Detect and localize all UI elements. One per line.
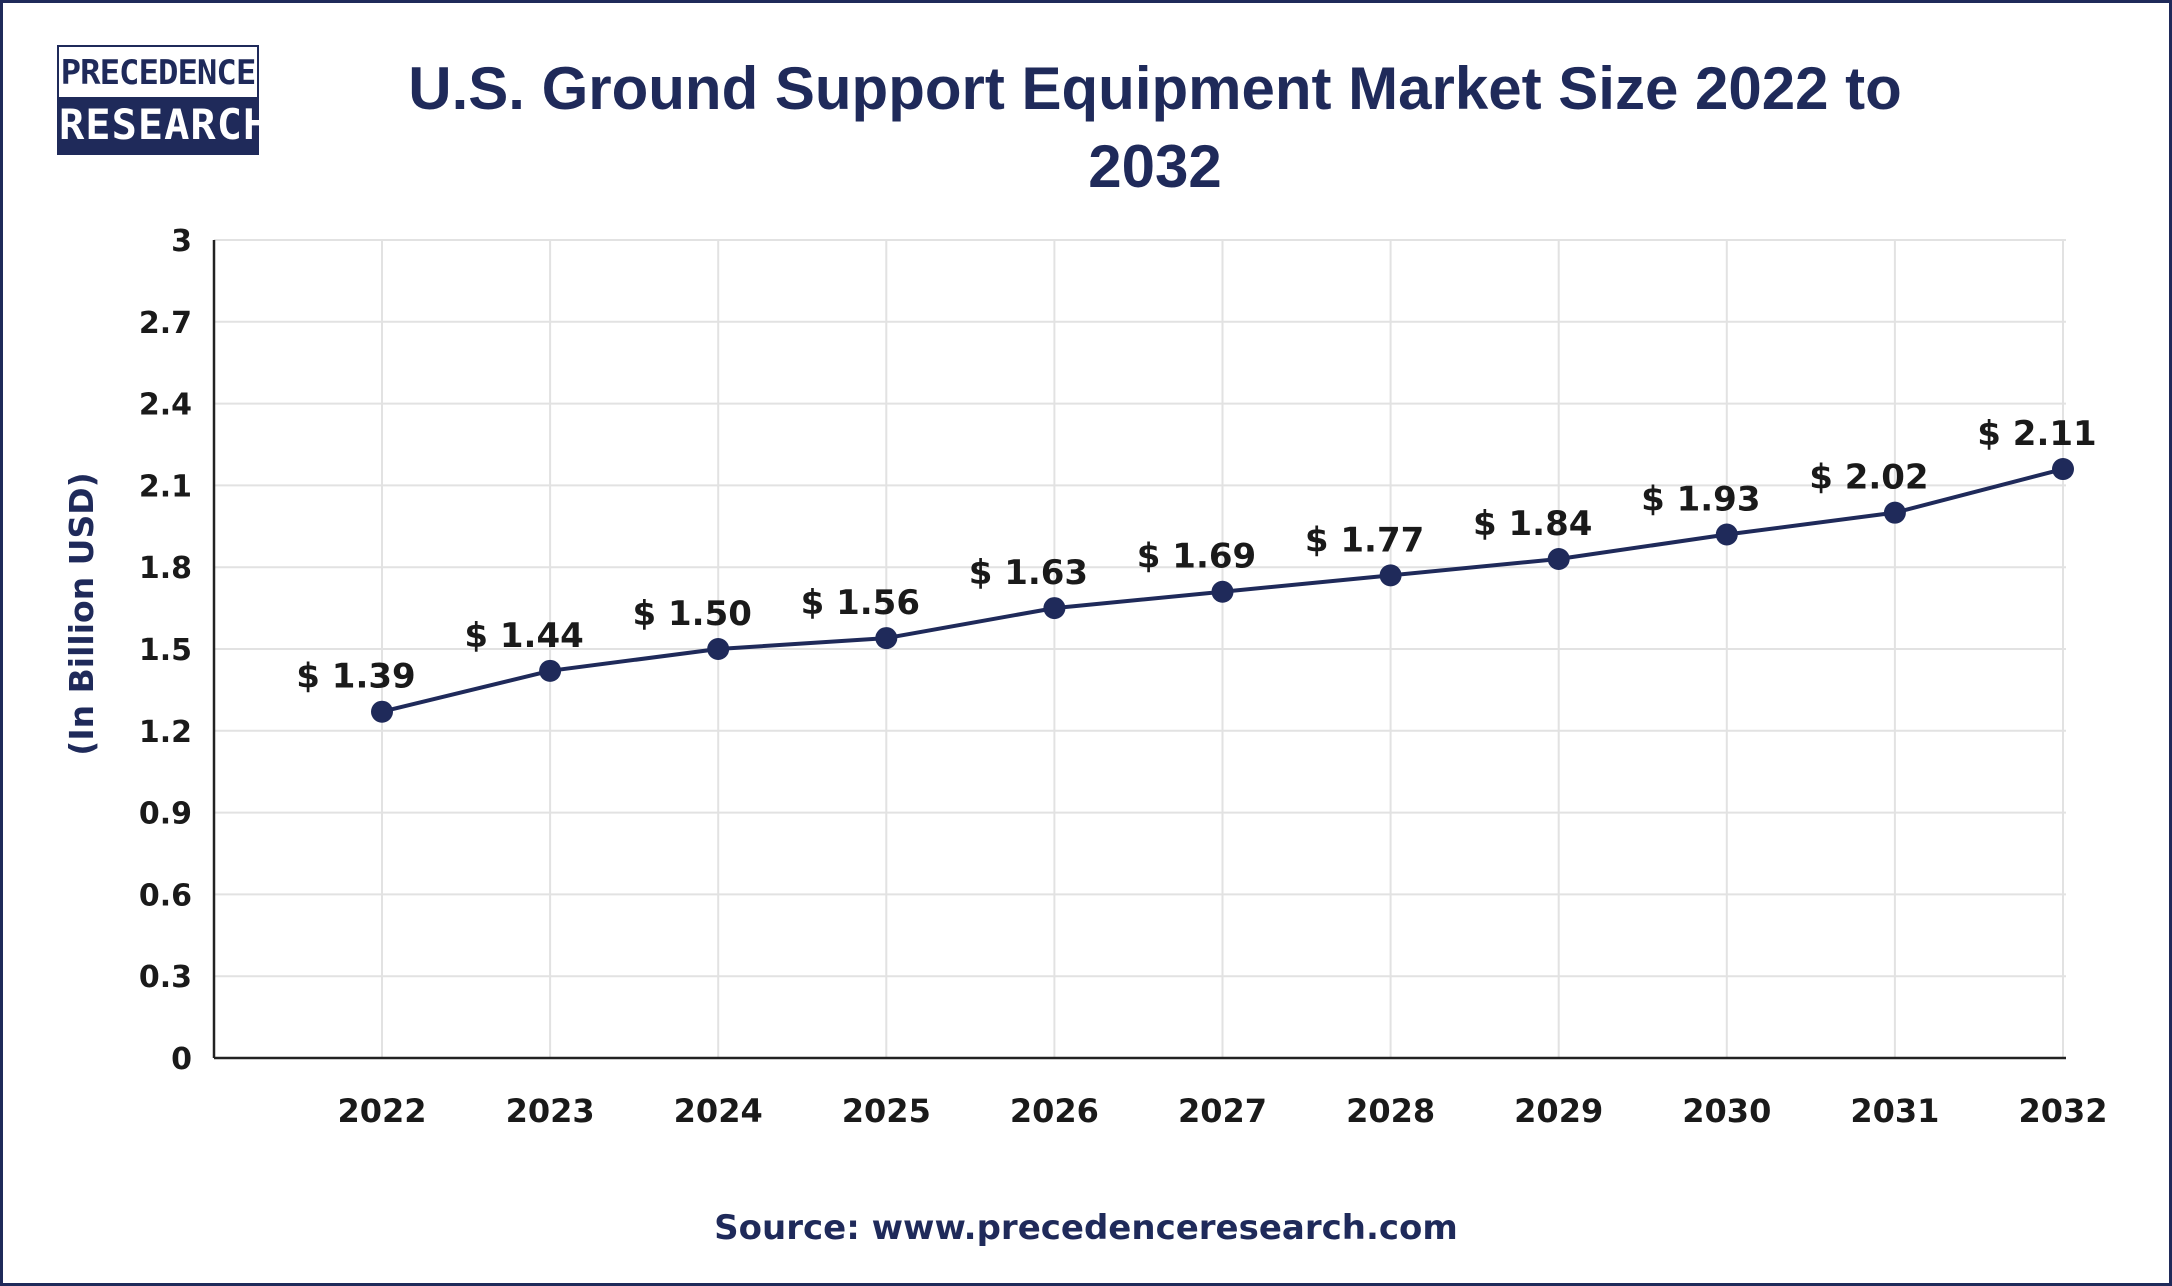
data-point — [1211, 580, 1234, 603]
y-tick-label: 0.6 — [139, 878, 192, 913]
x-tick-label: 2029 — [1514, 1092, 1603, 1130]
x-tick-label: 2032 — [2018, 1092, 2107, 1130]
data-point — [1043, 597, 1066, 620]
y-tick-label: 0.9 — [139, 797, 192, 832]
y-tick-label: 1.2 — [139, 715, 192, 750]
logo-line-2: RESEARCH — [59, 97, 268, 153]
data-point — [1379, 564, 1402, 587]
x-tick-label: 2022 — [337, 1092, 426, 1130]
data-point — [875, 627, 898, 650]
x-tick-label: 2026 — [1010, 1092, 1099, 1130]
data-label: $ 1.44 — [464, 616, 583, 656]
data-label: $ 1.93 — [1641, 479, 1760, 519]
data-point — [707, 638, 730, 660]
y-tick-label: 1.8 — [139, 551, 192, 586]
y-tick-label: 2.1 — [139, 469, 192, 504]
y-tick-label: 0 — [171, 1042, 192, 1077]
y-tick-label: 3 — [171, 224, 192, 259]
data-label: $ 1.69 — [1137, 537, 1256, 577]
data-label: $ 1.50 — [633, 594, 752, 634]
x-tick-label: 2027 — [1178, 1092, 1267, 1130]
x-tick-label: 2025 — [842, 1092, 931, 1130]
data-label: $ 1.84 — [1473, 504, 1592, 544]
x-tick-label: 2028 — [1346, 1092, 1435, 1130]
source-credit: Source: www.precedenceresearch.com — [714, 1208, 1458, 1248]
data-label: $ 1.39 — [296, 657, 415, 697]
data-point — [1883, 501, 1906, 524]
logo-line-1: PRECEDENCE — [60, 53, 257, 93]
data-point — [1715, 523, 1738, 546]
data-label: $ 1.56 — [801, 583, 920, 623]
brand-logo: PRECEDENCE RESEARCH — [57, 45, 268, 155]
data-point — [1547, 548, 1570, 571]
data-label: $ 1.77 — [1305, 520, 1424, 560]
data-label: $ 1.63 — [969, 553, 1088, 593]
x-tick-label: 2023 — [506, 1092, 595, 1130]
data-label: $ 2.02 — [1809, 458, 1928, 498]
y-axis-label: (In Billion USD) — [62, 472, 101, 755]
data-point — [371, 700, 393, 723]
y-tick-label: 0.3 — [139, 960, 192, 995]
data-label: $ 2.11 — [1977, 414, 2096, 454]
x-tick-label: 2031 — [1850, 1092, 1939, 1130]
data-point — [2052, 458, 2074, 481]
y-tick-label: 1.5 — [139, 633, 192, 668]
x-tick-label: 2024 — [674, 1092, 763, 1130]
chart-title: U.S. Ground Support Equipment Market Siz… — [408, 55, 1902, 200]
x-tick-label: 2030 — [1682, 1092, 1771, 1130]
data-point — [539, 659, 562, 682]
y-tick-label: 2.4 — [139, 388, 192, 423]
y-tick-label: 2.7 — [139, 306, 192, 341]
